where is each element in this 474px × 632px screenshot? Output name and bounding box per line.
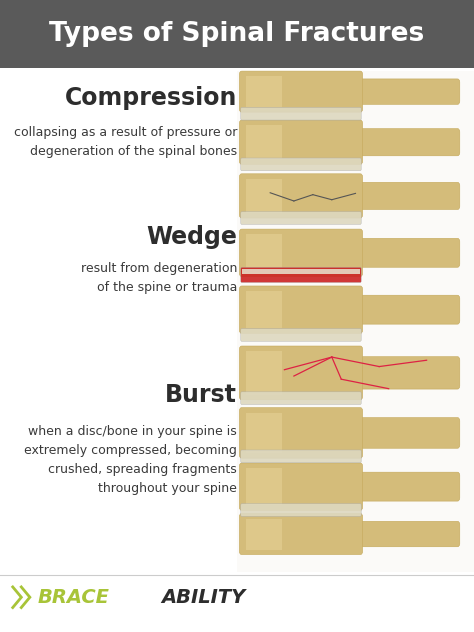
FancyBboxPatch shape xyxy=(356,418,460,448)
Text: Wedge: Wedge xyxy=(146,225,237,249)
FancyBboxPatch shape xyxy=(356,472,460,501)
FancyBboxPatch shape xyxy=(246,413,282,453)
Text: ABILITY: ABILITY xyxy=(161,588,246,607)
FancyBboxPatch shape xyxy=(356,295,460,324)
FancyBboxPatch shape xyxy=(239,346,363,400)
FancyBboxPatch shape xyxy=(246,234,282,272)
FancyBboxPatch shape xyxy=(246,179,282,213)
FancyBboxPatch shape xyxy=(356,182,460,210)
FancyBboxPatch shape xyxy=(239,71,363,112)
Text: result from degeneration
of the spine or trauma: result from degeneration of the spine or… xyxy=(81,262,237,295)
FancyBboxPatch shape xyxy=(356,79,460,104)
Text: collapsing as a result of pressure or
degeneration of the spinal bones: collapsing as a result of pressure or de… xyxy=(14,126,237,159)
FancyBboxPatch shape xyxy=(246,351,282,394)
FancyBboxPatch shape xyxy=(239,513,363,555)
FancyBboxPatch shape xyxy=(241,212,361,224)
FancyBboxPatch shape xyxy=(0,0,474,68)
FancyBboxPatch shape xyxy=(237,71,474,572)
FancyBboxPatch shape xyxy=(356,238,460,267)
Text: Burst: Burst xyxy=(165,383,237,407)
FancyBboxPatch shape xyxy=(241,267,361,283)
FancyBboxPatch shape xyxy=(246,518,282,549)
FancyBboxPatch shape xyxy=(241,504,361,516)
FancyBboxPatch shape xyxy=(241,392,361,404)
FancyBboxPatch shape xyxy=(356,129,460,155)
FancyBboxPatch shape xyxy=(356,521,460,547)
FancyBboxPatch shape xyxy=(241,450,361,463)
Text: Types of Spinal Fractures: Types of Spinal Fractures xyxy=(49,21,425,47)
FancyBboxPatch shape xyxy=(246,291,282,329)
FancyBboxPatch shape xyxy=(241,158,361,171)
FancyBboxPatch shape xyxy=(242,269,360,274)
FancyBboxPatch shape xyxy=(246,76,282,107)
FancyBboxPatch shape xyxy=(239,174,363,218)
FancyBboxPatch shape xyxy=(239,463,363,511)
FancyBboxPatch shape xyxy=(356,356,460,389)
FancyBboxPatch shape xyxy=(239,286,363,334)
Text: when a disc/bone in your spine is
extremely compressed, becoming
crushed, spread: when a disc/bone in your spine is extrem… xyxy=(24,425,237,495)
Text: Compression: Compression xyxy=(64,86,237,110)
FancyBboxPatch shape xyxy=(241,329,361,341)
FancyBboxPatch shape xyxy=(246,125,282,159)
FancyBboxPatch shape xyxy=(241,107,361,120)
FancyBboxPatch shape xyxy=(239,408,363,458)
Text: BRACE: BRACE xyxy=(38,588,110,607)
FancyBboxPatch shape xyxy=(239,120,363,164)
FancyBboxPatch shape xyxy=(239,229,363,277)
FancyBboxPatch shape xyxy=(246,468,282,506)
